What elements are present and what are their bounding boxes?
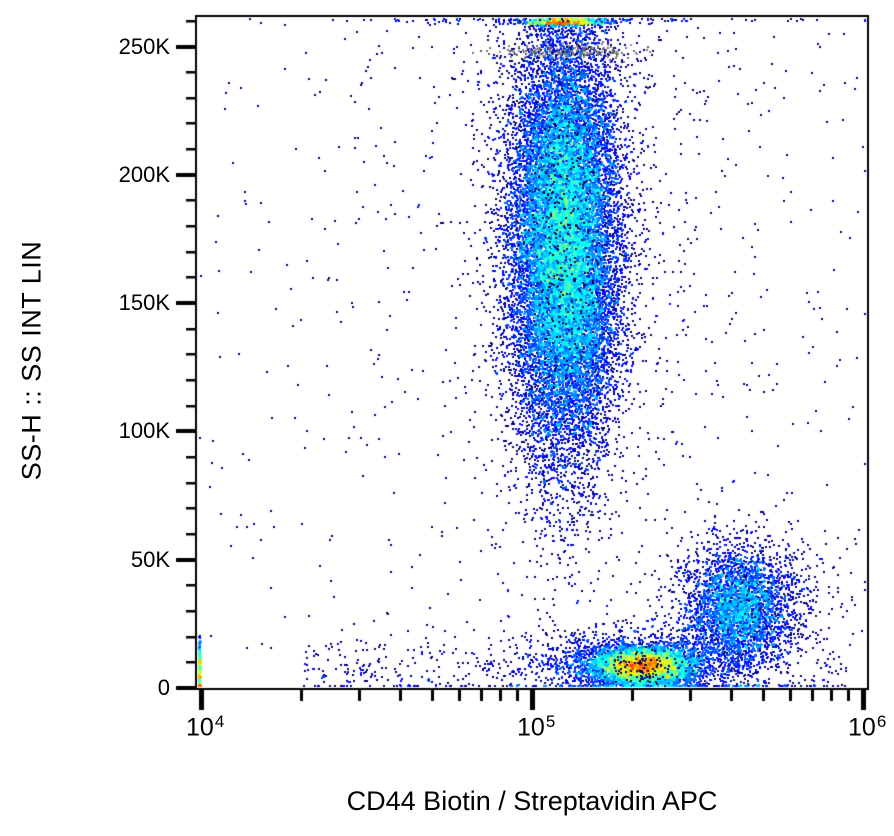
x-tick-label: 104 [186,712,225,742]
y-tick-label: 50K [130,547,170,572]
x-tick-label: 105 [517,712,556,742]
y-tick-label: 150K [118,290,170,315]
y-tick-label: 100K [118,418,170,443]
y-tick-label: 200K [118,162,170,187]
x-axis-title: CD44 Biotin / Streptavidin APC [346,786,718,816]
y-tick-label: 0 [157,675,170,700]
x-tick-label: 106 [848,712,887,742]
y-tick-label: 250K [118,34,170,59]
